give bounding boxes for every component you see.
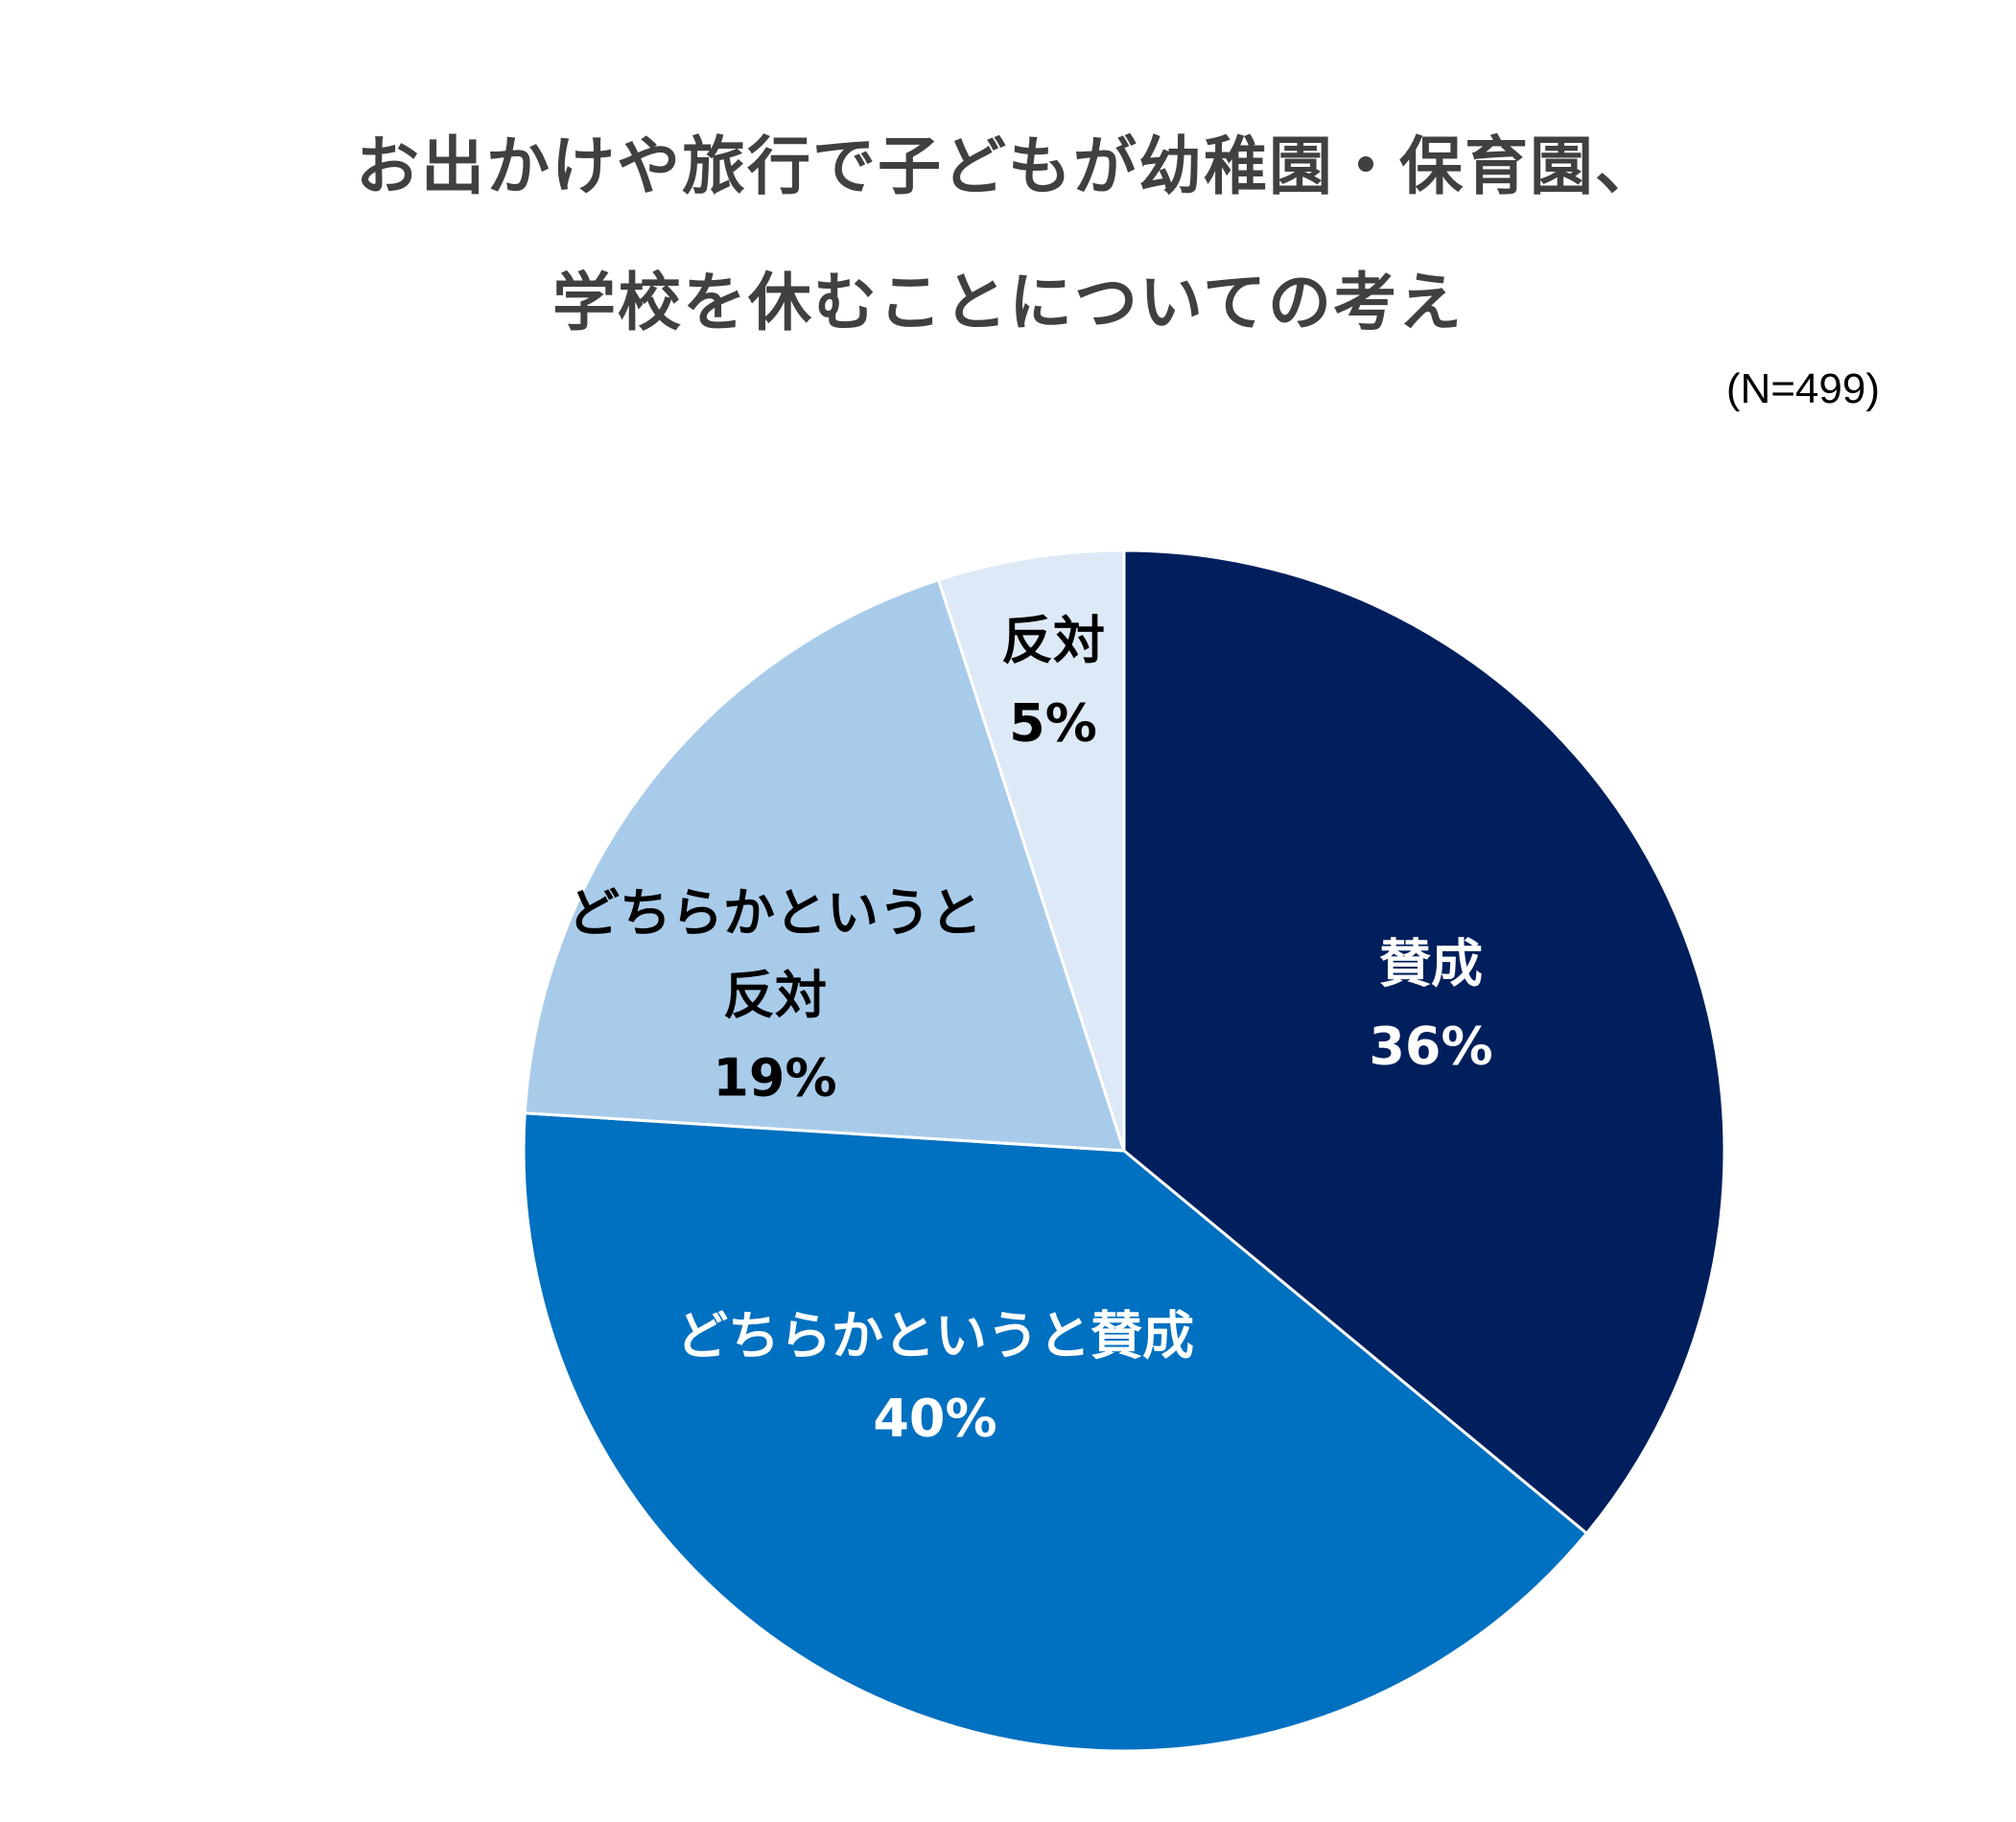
pie-slice-hantai [936,549,1126,1152]
pie-slices [522,549,1726,1753]
slice-category-label-dochiraka-hantai: どちらかというと [568,883,982,944]
slice-value-label-dochiraka-sansei: 40% [873,1389,996,1449]
pie-slice-dochiraka-hantai [523,577,1127,1153]
chart-title-line-2: 学校を休むことについての考え [551,266,1465,339]
chart-title-line-1: お出かけや旅行で子どもが幼稚園・保育園、 [356,129,1660,203]
slice-category-label-hantai: 反対 [1001,611,1105,671]
pie-slice-dochiraka-sansei [522,1111,1589,1753]
slice-value-label-dochiraka-hantai: 19% [713,1048,836,1109]
pie-slice-sansei [1122,549,1726,1536]
slice-category-label-dochiraka-sansei: どちらかというと賛成 [676,1306,1194,1366]
slice-category-label-dochiraka-hantai: 反対 [723,966,827,1026]
sample-size-note: (N=499) [1725,365,1880,412]
slice-value-label-sansei: 36% [1369,1016,1492,1077]
slice-value-label-hantai: 5% [1009,693,1097,754]
slice-category-label-sansei: 賛成 [1379,934,1483,994]
